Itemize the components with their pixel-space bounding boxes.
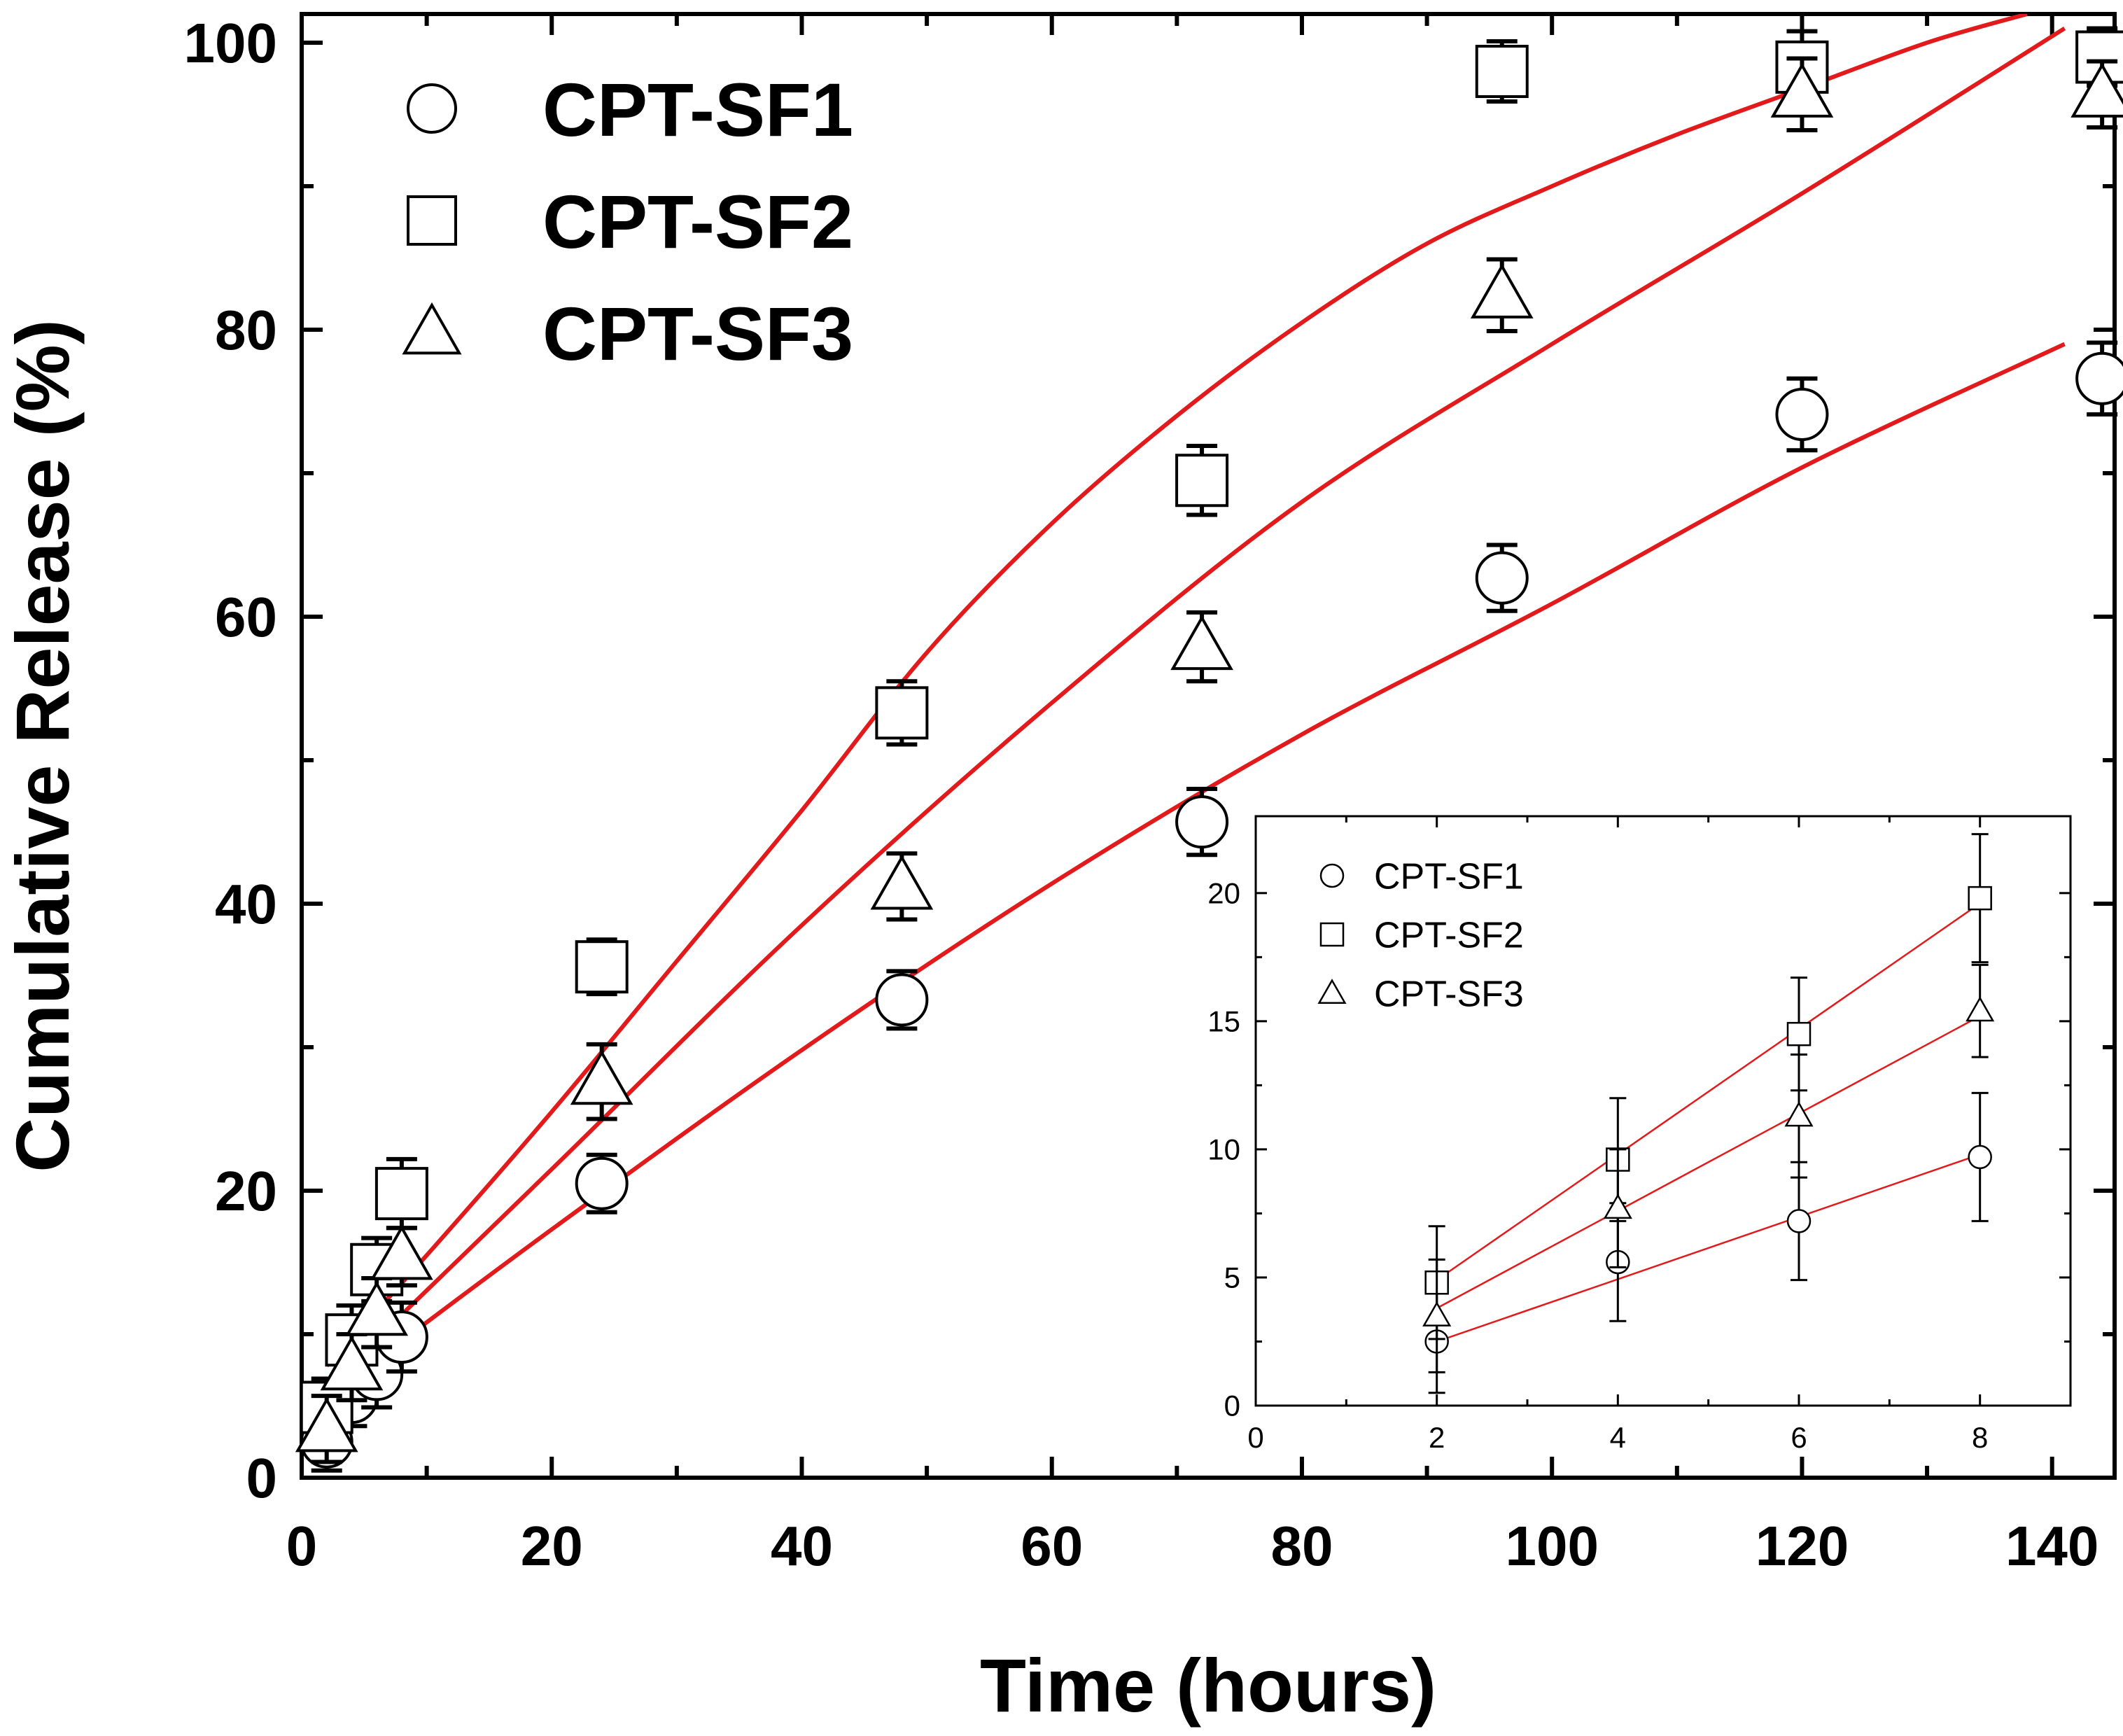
main-point-cpt-sf3 (320, 1335, 384, 1391)
main-y-tick-label: 80 (215, 299, 277, 361)
inset-legend-label-cpt-sf3: CPT-SF3 (1374, 974, 1524, 1015)
inset-y-tick-label: 0 (1224, 1390, 1240, 1422)
main-point-cpt-sf3 (870, 854, 934, 910)
main-point-cpt-sf2 (575, 940, 629, 994)
main-point-cpt-sf3 (570, 1049, 633, 1105)
main-fit-line-cpt-sf1 (325, 342, 2066, 1399)
inset-fit-line-cpt-sf2 (1436, 902, 1981, 1281)
inset-x-tick-label: 6 (1791, 1421, 1807, 1454)
main-point-cpt-sf1 (875, 973, 929, 1027)
main-fit-line-cpt-sf3 (325, 26, 2066, 1389)
main-point-cpt-sf3 (1470, 263, 1534, 318)
main-point-cpt-sf2 (1175, 454, 1229, 507)
inset-series-cpt-sf1 (1424, 1091, 1992, 1394)
inset-y-tick-label: 20 (1207, 877, 1240, 910)
main-series-cpt-sf3 (295, 56, 2123, 1464)
main-x-tick-label: 120 (1756, 1515, 1849, 1577)
main-x-tick-label: 80 (1270, 1515, 1333, 1577)
main-legend-marker-cpt-sf2 (407, 195, 457, 246)
inset-legend-marker-cpt-sf3 (1317, 979, 1347, 1004)
inset-y-tick-label: 5 (1224, 1261, 1240, 1294)
main-point-cpt-sf3 (345, 1280, 409, 1336)
inset-legend-label-cpt-sf1: CPT-SF1 (1374, 857, 1524, 897)
inset-y-tick-label: 10 (1207, 1133, 1240, 1166)
x-axis-title: Time (hours) (980, 1643, 1436, 1728)
inset-series-cpt-sf3 (1422, 963, 1995, 1373)
main-point-cpt-sf1 (1175, 795, 1229, 849)
main-y-tick-label: 60 (215, 586, 277, 648)
inset-legend-marker-cpt-sf1 (1319, 863, 1345, 888)
inset-plot-frame (1254, 815, 2072, 1407)
inset-point-cpt-sf1 (1786, 1209, 1812, 1233)
main-y-tick-label: 40 (215, 873, 277, 935)
inset-legend-marker-cpt-sf2 (1319, 922, 1345, 947)
inset-point-cpt-sf2 (1786, 1021, 1812, 1046)
inset-x-tick-label: 2 (1429, 1421, 1445, 1454)
inset-y-tick-label: 15 (1207, 1005, 1240, 1038)
y-axis-title: Cumulative Release (%) (0, 319, 85, 1172)
main-plot-frame (300, 12, 2117, 1480)
main-x-tick-label: 40 (771, 1515, 833, 1577)
inset-legend-label-cpt-sf2: CPT-SF2 (1374, 916, 1524, 956)
main-x-tick-label: 0 (286, 1515, 318, 1577)
main-point-cpt-sf1 (1475, 551, 1529, 605)
main-point-cpt-sf2 (875, 686, 929, 740)
inset-series-cpt-sf2 (1424, 833, 1992, 1340)
inset-fit-line-cpt-sf1 (1436, 1154, 1981, 1343)
main-point-cpt-sf3 (295, 1396, 358, 1452)
main-point-cpt-sf3 (1770, 62, 1834, 118)
main-fit-line-cpt-sf2 (325, 14, 2028, 1368)
inset-plot: 0 2 4 6 8 0 5 10 15 20 CPT-SF1 CPT-SF2 CPT-SF3 (1207, 815, 2072, 1454)
main-x-tick-label: 100 (1505, 1515, 1598, 1577)
main-legend-label-cpt-sf2: CPT-SF2 (542, 179, 853, 264)
main-legend-label-cpt-sf1: CPT-SF1 (542, 67, 853, 152)
main-legend-label-cpt-sf3: CPT-SF3 (542, 291, 853, 376)
inset-x-tick-label: 8 (1972, 1421, 1988, 1454)
inset-point-cpt-sf1 (1968, 1144, 1992, 1170)
main-x-tick-label: 20 (521, 1515, 583, 1577)
main-x-tick-label: 140 (2005, 1515, 2099, 1577)
main-point-cpt-sf3 (2071, 62, 2123, 118)
main-point-cpt-sf1 (1775, 387, 1829, 441)
inset-point-cpt-sf3 (1784, 1101, 1814, 1127)
inset-point-cpt-sf2 (1968, 886, 1992, 911)
inset-point-cpt-sf3 (1603, 1194, 1632, 1219)
inset-x-tick-label: 0 (1247, 1421, 1263, 1454)
main-point-cpt-sf1 (575, 1156, 629, 1210)
main-legend-marker-cpt-sf1 (407, 83, 457, 134)
main-y-tick-label: 100 (184, 12, 277, 74)
main-point-cpt-sf2 (374, 1167, 428, 1221)
inset-point-cpt-sf3 (1966, 996, 1995, 1022)
inset-fit-line-cpt-sf3 (1436, 1015, 1981, 1310)
main-point-cpt-sf3 (370, 1224, 433, 1280)
inset-point-cpt-sf3 (1422, 1301, 1452, 1326)
main-point-cpt-sf1 (2075, 351, 2123, 405)
main-y-tick-label: 20 (215, 1160, 277, 1222)
main-y-tick-label: 0 (246, 1447, 278, 1509)
main-x-tick-label: 60 (1021, 1515, 1083, 1577)
inset-x-tick-label: 4 (1610, 1421, 1626, 1454)
main-point-cpt-sf3 (1170, 615, 1233, 671)
main-legend-marker-cpt-sf3 (402, 302, 462, 355)
main-point-cpt-sf2 (1475, 45, 1529, 98)
